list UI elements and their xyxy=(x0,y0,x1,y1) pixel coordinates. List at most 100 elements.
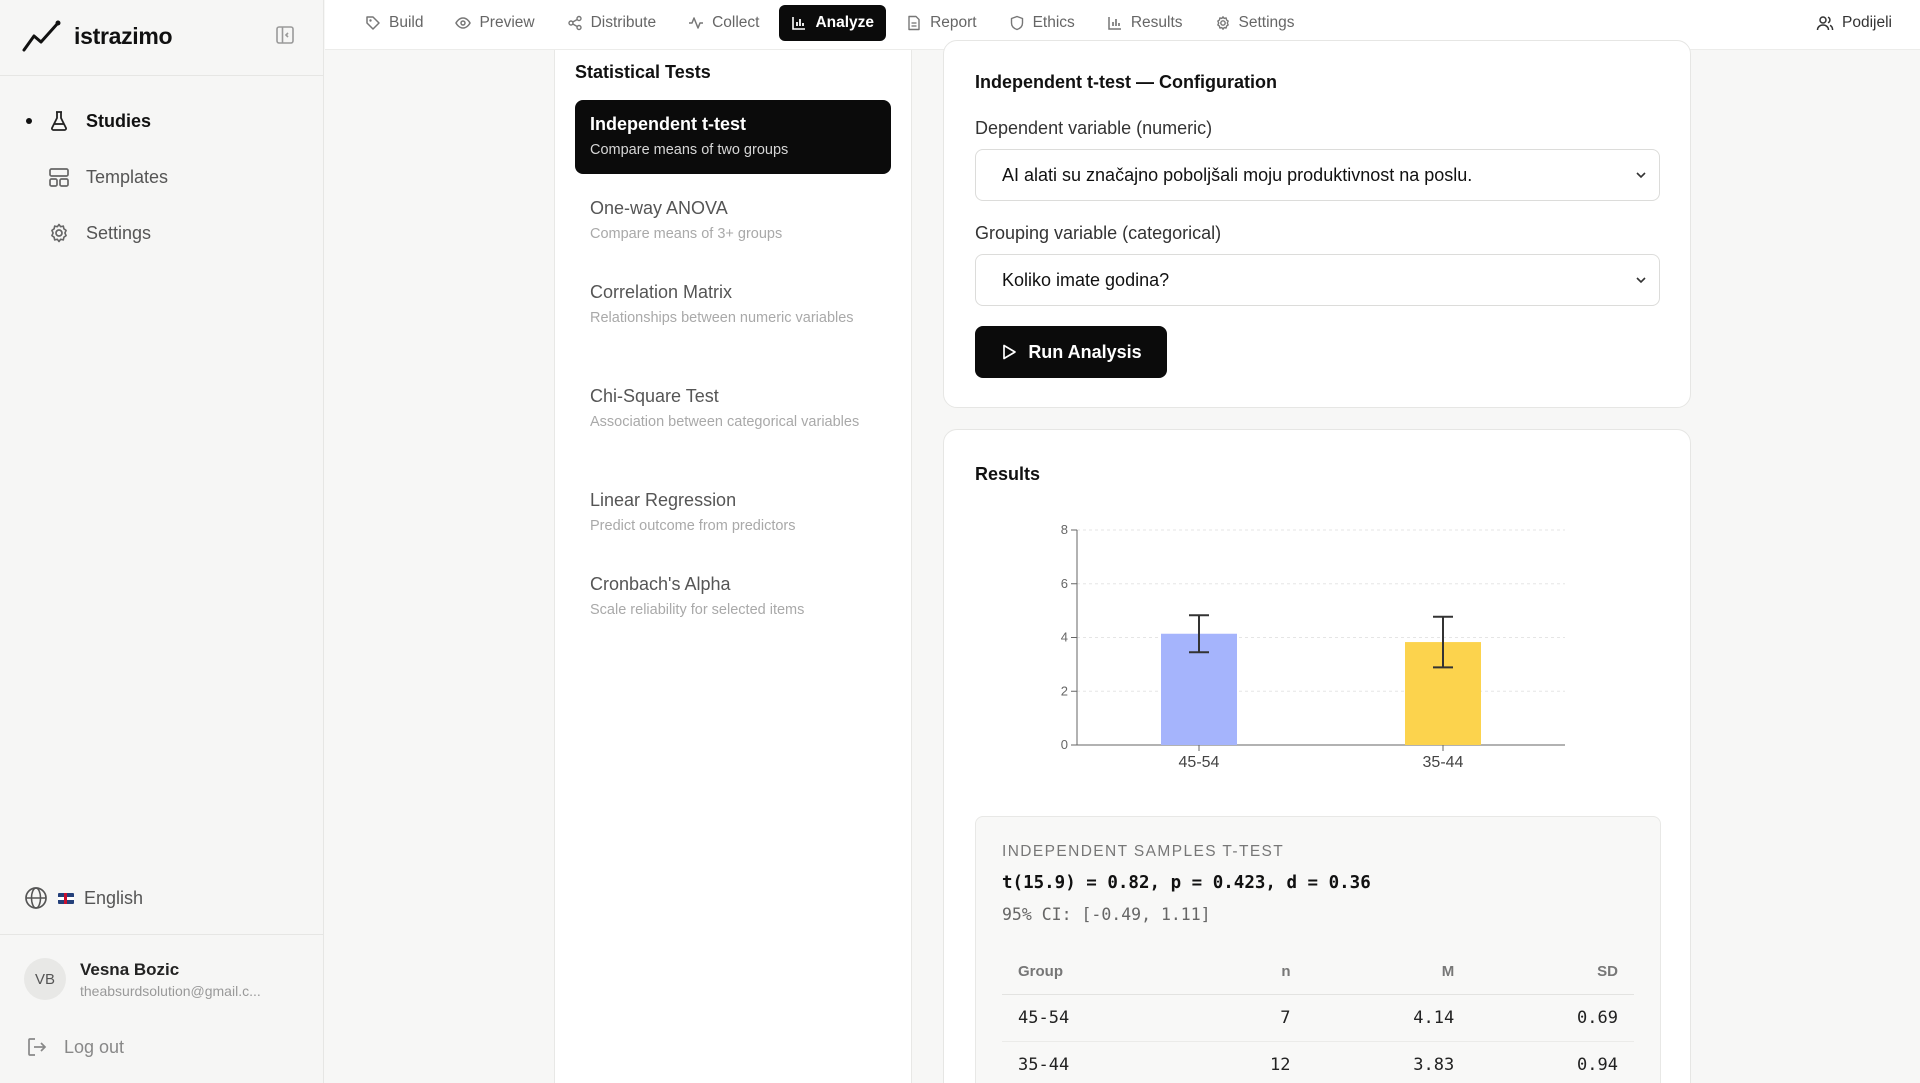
table-cell: 35-44 xyxy=(1002,1041,1189,1083)
table-row: 35-44 12 3.83 0.94 xyxy=(1002,1041,1634,1083)
table-cell: 7 xyxy=(1188,994,1307,1042)
table-cell: 4.14 xyxy=(1306,994,1471,1042)
x-tick-label: 35-44 xyxy=(1423,754,1464,770)
dependent-variable-select[interactable]: AI alati su značajno poboljšali moju pro… xyxy=(975,149,1660,201)
select-value: Koliko imate godina? xyxy=(1002,269,1170,290)
y-tick-label: 4 xyxy=(1061,630,1068,645)
document-icon xyxy=(906,15,922,31)
tab-label: Collect xyxy=(712,14,760,31)
tag-icon xyxy=(365,15,381,31)
grouping-variable-select[interactable]: Koliko imate godina? xyxy=(975,254,1660,306)
chevron-down-icon xyxy=(1633,167,1649,183)
confidence-interval: 95% CI: [-0.49, 1.11] xyxy=(1002,905,1211,924)
tab-analyze[interactable]: Analyze xyxy=(779,5,887,41)
test-item-linear-regression[interactable]: Linear Regression Predict outcome from p… xyxy=(575,476,891,550)
table-cell: 0.94 xyxy=(1470,1041,1634,1083)
sidebar-divider xyxy=(0,75,324,76)
test-description: Compare means of 3+ groups xyxy=(590,226,783,242)
test-item-independent-t-test[interactable]: Independent t-test Compare means of two … xyxy=(575,100,891,174)
tab-label: Analyze xyxy=(815,14,875,31)
bar-chart-icon xyxy=(791,15,807,31)
logout-button[interactable]: Log out xyxy=(26,1036,124,1058)
test-statistic: t(15.9) = 0.82, p = 0.423, d = 0.36 xyxy=(1002,873,1371,893)
y-tick-label: 0 xyxy=(1061,737,1068,752)
tab-label: Distribute xyxy=(590,14,657,31)
y-tick-label: 8 xyxy=(1061,522,1068,537)
trend-logo-icon xyxy=(22,19,62,53)
test-description: Scale reliability for selected items xyxy=(590,602,805,618)
logout-label: Log out xyxy=(64,1036,125,1057)
select-value: AI alati su značajno poboljšali moju pro… xyxy=(1002,164,1473,185)
tab-build[interactable]: Build xyxy=(353,5,435,41)
tab-distribute[interactable]: Distribute xyxy=(555,5,668,41)
table-row: 45-54 7 4.14 0.69 xyxy=(1002,994,1634,1042)
share-button[interactable]: Podijeli xyxy=(1816,5,1892,41)
gear-icon xyxy=(48,222,70,244)
column-header: Group xyxy=(1002,950,1189,995)
tab-ethics[interactable]: Ethics xyxy=(997,5,1087,41)
test-item-chi-square-test[interactable]: Chi-Square Test Association between cate… xyxy=(575,372,891,446)
eye-icon xyxy=(455,15,472,31)
t-test-summary: INDEPENDENT SAMPLES T-TEST t(15.9) = 0.8… xyxy=(975,816,1661,1083)
user-email: theabsurdsolution@gmail.c... xyxy=(80,982,261,999)
test-name: Independent t-test xyxy=(590,114,746,134)
sidebar-item-label: Settings xyxy=(86,222,152,243)
test-name: Correlation Matrix xyxy=(590,282,733,302)
share-nodes-icon xyxy=(567,15,583,31)
brand-name: istrazimo xyxy=(74,22,173,49)
test-name: Cronbach's Alpha xyxy=(590,574,731,594)
user-name: Vesna Bozic xyxy=(80,959,180,979)
group-means-bar-chart: 0 2 4 6 8 45-54 35-44 xyxy=(1061,522,1565,770)
sidebar-item-settings[interactable]: Settings xyxy=(0,213,324,253)
share-label: Podijeli xyxy=(1842,14,1892,31)
sidebar-item-templates[interactable]: Templates xyxy=(0,157,324,197)
play-icon xyxy=(1000,343,1018,361)
sidebar-item-label: Studies xyxy=(86,110,152,131)
language-selector[interactable]: English xyxy=(24,886,143,910)
tab-collect[interactable]: Collect xyxy=(676,5,771,41)
table-cell: 45-54 xyxy=(1002,994,1189,1042)
configuration-card: Independent t-test — Configuration Depen… xyxy=(943,40,1691,408)
collapse-sidebar-icon[interactable] xyxy=(274,24,296,46)
test-item-correlation-matrix[interactable]: Correlation Matrix Relationships between… xyxy=(575,268,891,342)
users-icon xyxy=(1816,14,1834,32)
column-header: n xyxy=(1188,950,1307,995)
tab-results[interactable]: Results xyxy=(1095,5,1195,41)
test-description: Compare means of two groups xyxy=(590,142,789,158)
dependent-variable-label: Dependent variable (numeric) xyxy=(975,118,1213,138)
panel-title: Statistical Tests xyxy=(575,62,711,82)
column-header: M xyxy=(1306,950,1471,995)
column-header: SD xyxy=(1470,950,1634,995)
activity-icon xyxy=(688,15,704,31)
y-tick-label: 6 xyxy=(1061,576,1068,591)
user-profile[interactable]: VB Vesna Bozic theabsurdsolution@gmail.c… xyxy=(24,958,304,1000)
test-item-one-way-anova[interactable]: One-way ANOVA Compare means of 3+ groups xyxy=(575,184,891,258)
group-stats-table: Group n M SD 45-54 7 4.14 0.69 35-44 12 … xyxy=(1002,950,1634,1083)
shield-icon xyxy=(1009,15,1025,31)
logout-icon xyxy=(26,1036,48,1058)
table-cell: 0.69 xyxy=(1470,994,1634,1042)
table-cell: 3.83 xyxy=(1306,1041,1471,1083)
tab-settings[interactable]: Settings xyxy=(1203,5,1307,41)
tab-label: Results xyxy=(1130,14,1183,31)
flag-icon xyxy=(58,892,74,904)
language-label: English xyxy=(84,887,144,908)
brand[interactable]: istrazimo xyxy=(22,16,173,56)
tab-report[interactable]: Report xyxy=(894,5,989,41)
gear-icon xyxy=(1215,15,1231,31)
tab-preview[interactable]: Preview xyxy=(443,5,546,41)
stats-heading: INDEPENDENT SAMPLES T-TEST xyxy=(1002,843,1285,860)
run-analysis-button[interactable]: Run Analysis xyxy=(975,326,1167,378)
globe-icon xyxy=(24,886,48,910)
table-header-row: Group n M SD xyxy=(1002,950,1634,995)
sidebar-item-studies[interactable]: Studies xyxy=(0,101,324,141)
templates-icon xyxy=(48,166,70,188)
test-item-cronbachs-alpha[interactable]: Cronbach's Alpha Scale reliability for s… xyxy=(575,560,891,634)
grouping-variable-label: Grouping variable (categorical) xyxy=(975,223,1222,243)
config-title: Independent t-test — Configuration xyxy=(975,72,1277,92)
bar-chart-icon xyxy=(1107,15,1123,31)
sidebar-item-label: Templates xyxy=(86,166,169,187)
tab-label: Report xyxy=(930,14,977,31)
test-name: Linear Regression xyxy=(590,490,737,510)
tab-label: Preview xyxy=(479,14,535,31)
